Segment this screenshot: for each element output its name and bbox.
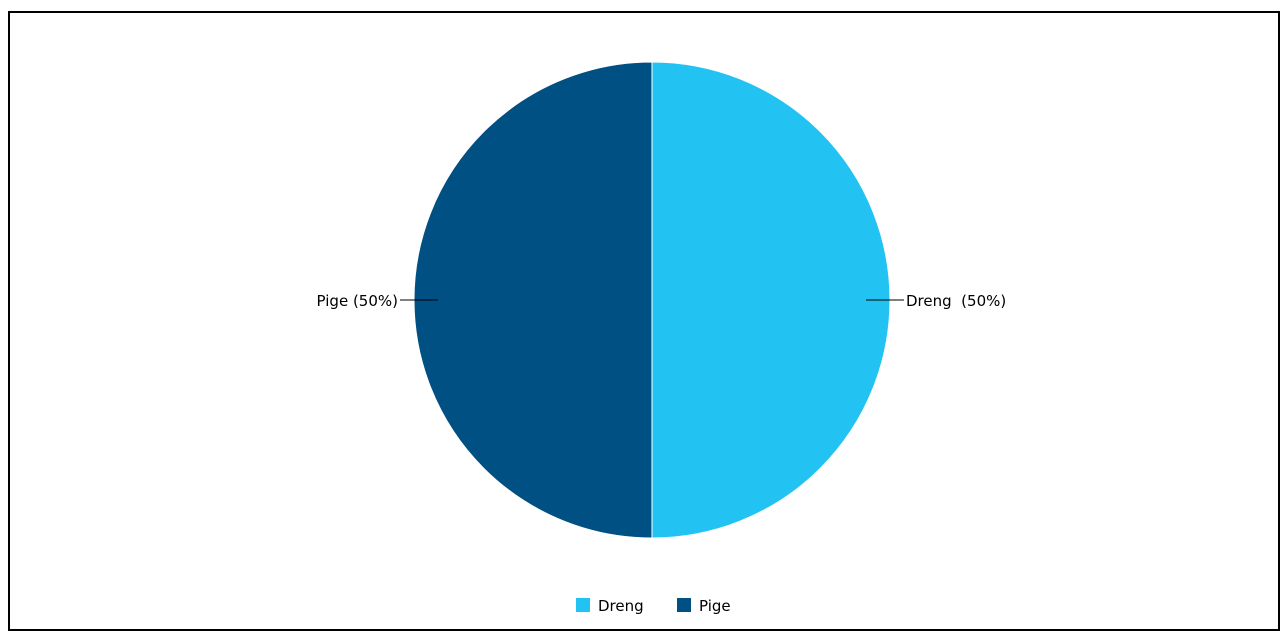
pie-chart: Dreng (50%) Pige (50%) Dreng Pige [317,61,1006,615]
slice-label-dreng: Dreng (50%) [906,292,1006,310]
pie-slices [413,61,891,539]
legend-swatch-dreng [576,598,590,612]
legend: Dreng Pige [576,597,731,615]
slice-label-pige: Pige (50%) [317,292,398,310]
pie-slice-dreng [651,61,891,539]
legend-label-pige: Pige [699,597,731,615]
legend-swatch-pige [677,598,691,612]
pie-slice-pige [413,61,653,539]
legend-label-dreng: Dreng [598,597,644,615]
